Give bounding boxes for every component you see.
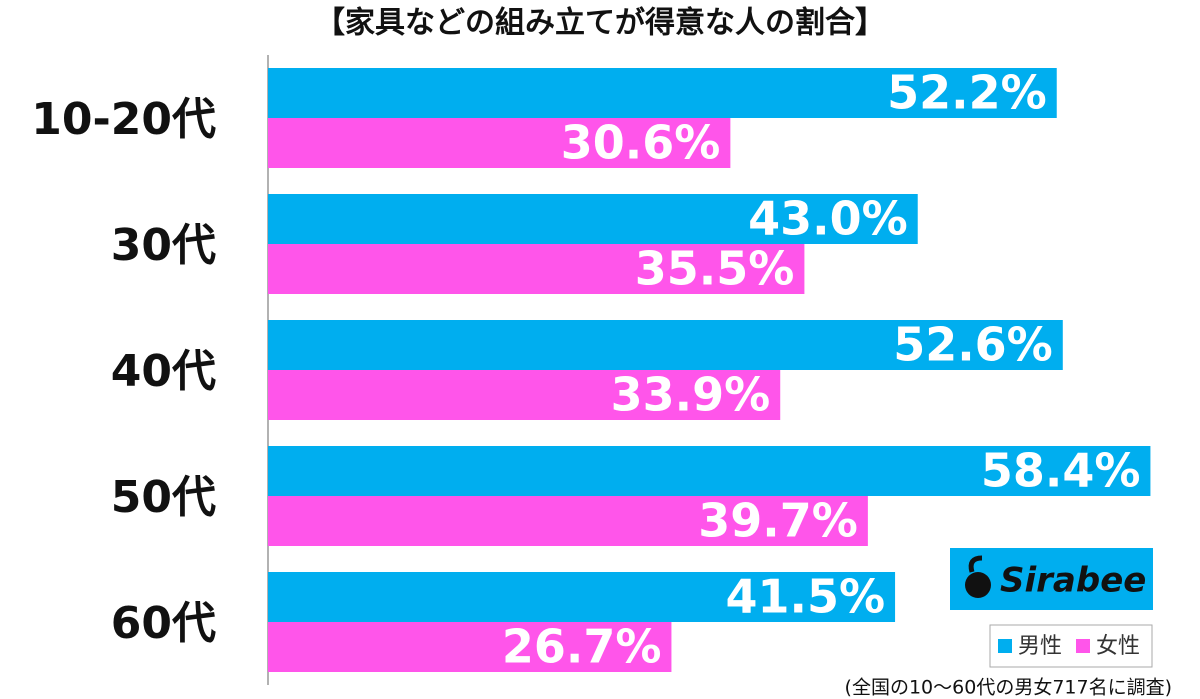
legend-label: 女性 <box>1096 634 1140 659</box>
value-label: 39.7% <box>698 494 858 548</box>
value-label: 52.2% <box>887 66 1047 120</box>
category-label: 40代 <box>111 346 216 397</box>
bar <box>268 118 731 168</box>
logo-icon-stem <box>968 555 983 573</box>
category-label: 30代 <box>111 220 216 271</box>
value-label: 30.6% <box>561 116 721 170</box>
bar <box>268 622 672 672</box>
bar <box>268 320 1063 370</box>
bar <box>268 68 1057 118</box>
logo: Sirabee <box>950 548 1153 610</box>
value-label: 41.5% <box>725 570 885 624</box>
legend-swatch <box>1076 639 1090 653</box>
bar <box>268 572 896 622</box>
logo-text: Sirabee <box>1000 561 1146 601</box>
legend-swatch <box>998 639 1012 653</box>
footnote: (全国の10～60代の男女717名に調査) <box>845 677 1172 699</box>
value-label: 52.6% <box>893 318 1053 372</box>
category-label: 10-20代 <box>31 94 216 145</box>
bar <box>268 446 1151 496</box>
logo-icon <box>965 572 991 598</box>
value-label: 33.9% <box>611 368 771 422</box>
bar <box>268 496 868 546</box>
category-label: 50代 <box>111 472 216 523</box>
bar <box>268 244 805 294</box>
value-label: 26.7% <box>502 620 662 674</box>
legend-box <box>989 624 1153 668</box>
bar <box>268 370 781 420</box>
bar <box>268 194 918 244</box>
value-label: 35.5% <box>635 242 795 296</box>
value-label: 43.0% <box>748 192 908 246</box>
value-label: 58.4% <box>981 444 1141 498</box>
chart-title: 【家具などの組み立てが得意な人の割合】 <box>315 6 885 41</box>
category-label: 60代 <box>111 598 216 649</box>
legend-label: 男性 <box>1018 634 1062 659</box>
